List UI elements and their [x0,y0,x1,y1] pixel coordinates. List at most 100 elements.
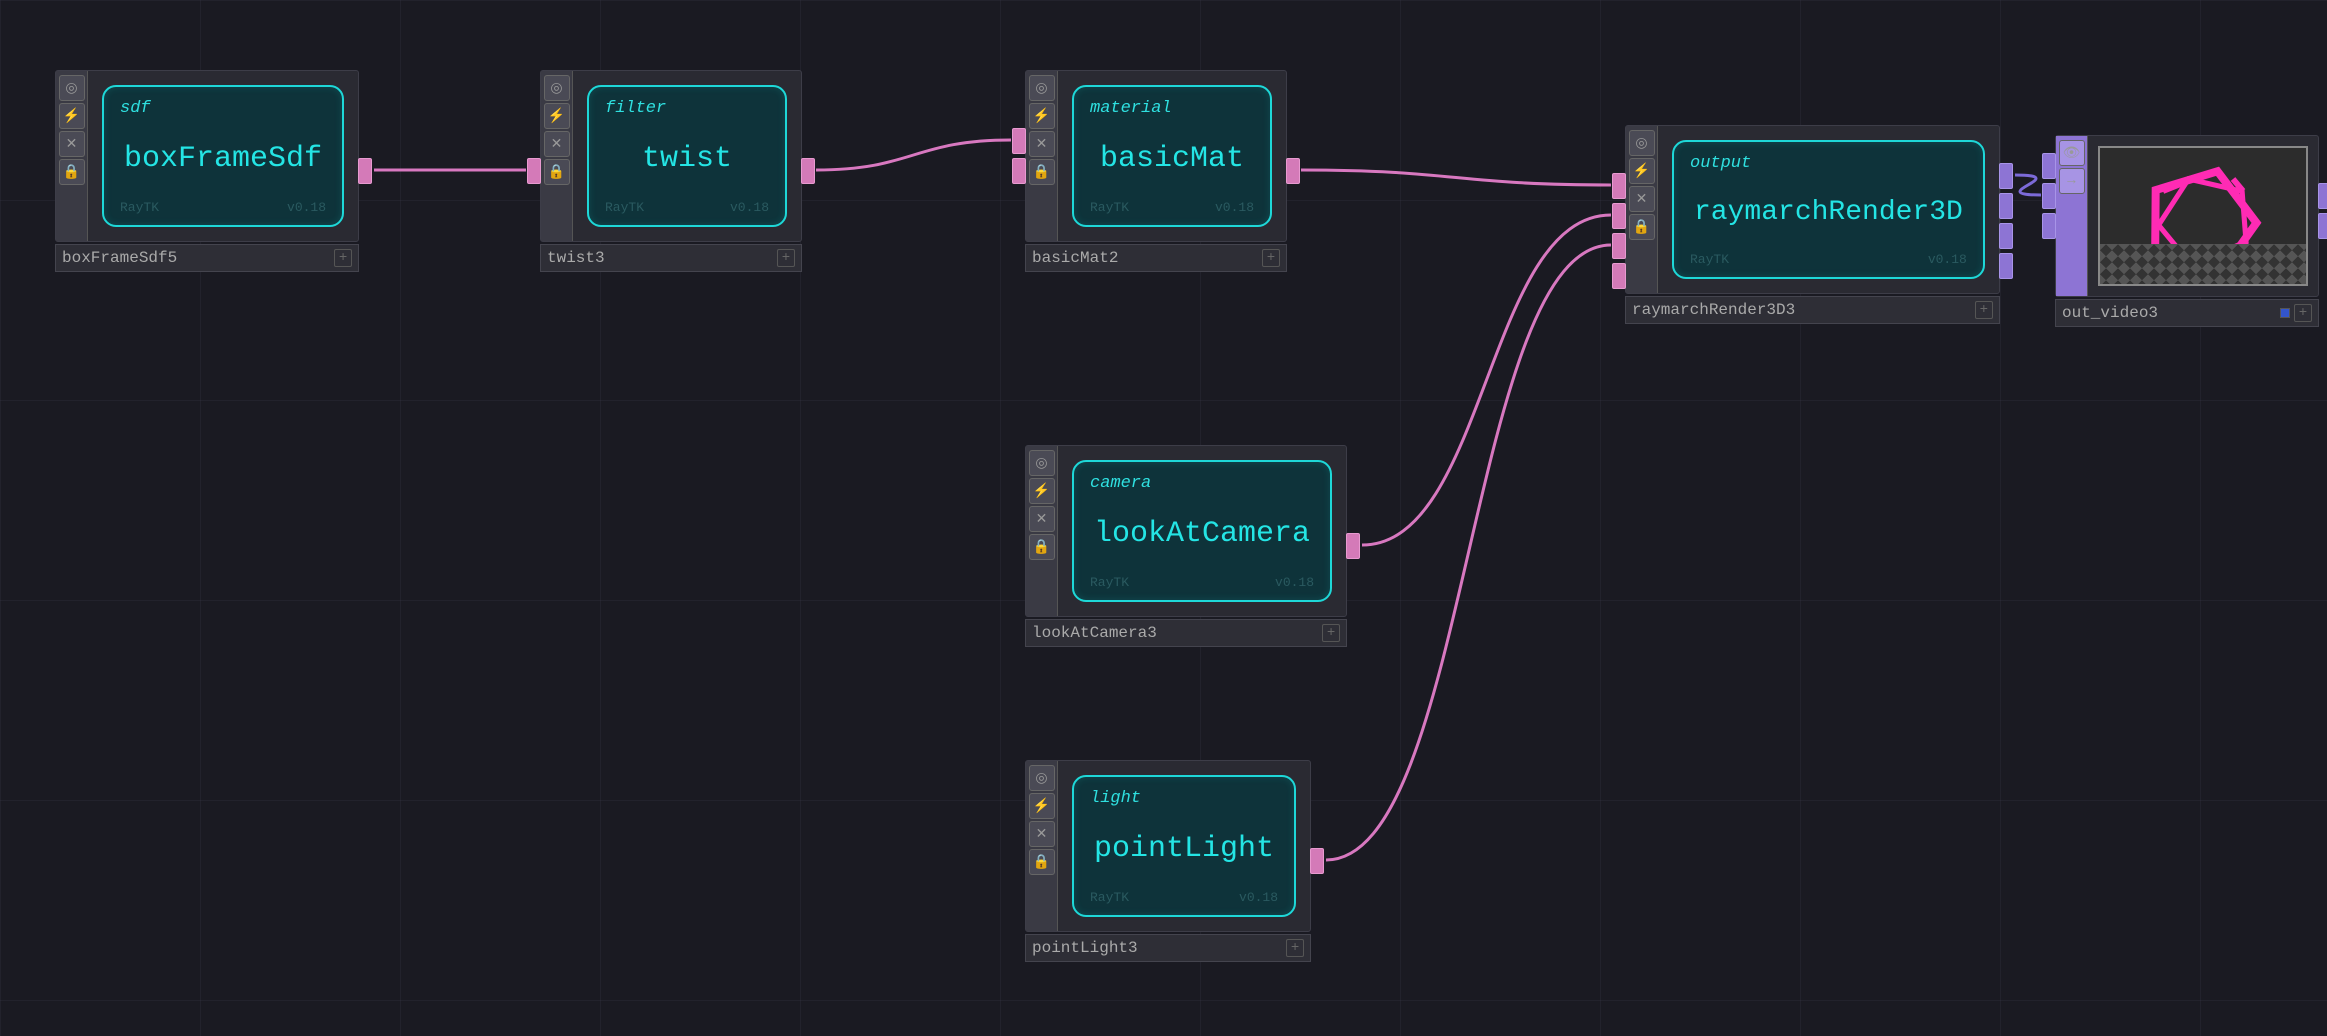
bolt-icon[interactable]: ⚡ [1029,793,1055,819]
output-port[interactable] [1286,158,1300,184]
node-twist[interactable]: ◎ ⚡ ✕ 🔒 filter twist RayTK v0.18 twist3 … [540,70,802,272]
node-toolbar: ◎ ⚡ ✕ 🔒 [1626,126,1658,293]
node-pointlight[interactable]: ◎ ⚡ ✕ 🔒 light pointLight RayTK v0.18 poi… [1025,760,1311,962]
close-icon[interactable]: ✕ [59,131,85,157]
target-icon[interactable]: ◎ [1029,75,1055,101]
output-port[interactable] [2318,183,2327,209]
node-footer: RayTK v0.18 [1090,575,1314,590]
node-toolbar: ◎ ⚡ ✕ 🔒 [541,71,573,241]
lock-icon[interactable]: 🔒 [1029,849,1055,875]
input-port[interactable] [527,158,541,184]
close-icon[interactable]: ✕ [1629,186,1655,212]
node-toolbar: ◎ ⚡ ✕ 🔒 [56,71,88,241]
close-icon[interactable]: ✕ [1029,506,1055,532]
input-port[interactable] [1012,158,1026,184]
node-name-bar[interactable]: pointLight3 + [1025,934,1311,962]
plus-icon[interactable]: + [1975,301,1993,319]
lock-icon[interactable]: 🔒 [1029,534,1055,560]
lock-icon[interactable]: 🔒 [59,159,85,185]
node-name-bar[interactable]: raymarchRender3D3 + [1625,296,2000,324]
lock-icon[interactable]: 🔒 [1629,214,1655,240]
node-name-bar[interactable]: basicMat2 + [1025,244,1287,272]
target-icon[interactable]: ◎ [544,75,570,101]
target-icon[interactable]: ◎ [1029,450,1055,476]
arrow-icon[interactable]: → [2059,168,2085,194]
node-type-label: output [1690,154,1967,173]
node-name: out_video3 [2062,304,2158,322]
node-type-label: sdf [120,99,326,118]
footer-right: v0.18 [287,200,326,215]
node-name: lookAtCamera3 [1032,624,1157,642]
plus-icon[interactable]: + [334,249,352,267]
plus-icon[interactable]: + [777,249,795,267]
checker-floor [2100,244,2306,284]
output-port[interactable] [1999,163,2013,189]
flag-icon[interactable] [2280,308,2290,318]
bolt-icon[interactable]: ⚡ [544,103,570,129]
node-title: lookAtCamera [1090,493,1314,575]
footer-left: RayTK [605,200,644,215]
input-port[interactable] [1012,128,1026,154]
input-port[interactable] [2042,153,2056,179]
node-card: filter twist RayTK v0.18 [587,85,787,227]
input-port[interactable] [2042,183,2056,209]
close-icon[interactable]: ✕ [1029,131,1055,157]
output-port[interactable] [1999,193,2013,219]
node-card: camera lookAtCamera RayTK v0.18 [1072,460,1332,602]
footer-left: RayTK [1090,890,1129,905]
node-card: sdf boxFrameSdf RayTK v0.18 [102,85,344,227]
node-name-bar[interactable]: out_video3 + [2055,299,2319,327]
node-title: pointLight [1090,808,1278,890]
footer-left: RayTK [1090,200,1129,215]
output-port[interactable] [1999,253,2013,279]
lock-icon[interactable]: 🔒 [1029,159,1055,185]
node-name: raymarchRender3D3 [1632,301,1795,319]
output-port[interactable] [1346,533,1360,559]
target-icon[interactable]: ◎ [59,75,85,101]
node-basicmat[interactable]: ◎ ⚡ ✕ 🔒 material basicMat RayTK v0.18 ba… [1025,70,1287,272]
node-footer: RayTK v0.18 [605,200,769,215]
lock-icon[interactable]: 🔒 [544,159,570,185]
node-lookat[interactable]: ◎ ⚡ ✕ 🔒 camera lookAtCamera RayTK v0.18 … [1025,445,1347,647]
output-port[interactable] [801,158,815,184]
node-raymarch[interactable]: ◎ ⚡ ✕ 🔒 output raymarchRender3D RayTK v0… [1625,125,2000,324]
node-name-bar[interactable]: boxFrameSdf5 + [55,244,359,272]
eye-icon[interactable]: 👁 [2059,140,2085,166]
node-name: pointLight3 [1032,939,1138,957]
output-port[interactable] [1999,223,2013,249]
node-title: raymarchRender3D [1690,173,1967,252]
close-icon[interactable]: ✕ [1029,821,1055,847]
bolt-icon[interactable]: ⚡ [1029,103,1055,129]
node-title: twist [605,118,769,200]
footer-right: v0.18 [730,200,769,215]
bolt-icon[interactable]: ⚡ [1029,478,1055,504]
input-port[interactable] [1612,203,1626,229]
target-icon[interactable]: ◎ [1629,130,1655,156]
node-type-label: filter [605,99,769,118]
bolt-icon[interactable]: ⚡ [1629,158,1655,184]
output-port[interactable] [2318,213,2327,239]
node-toolbar: ◎ ⚡ ✕ 🔒 [1026,761,1058,931]
video-preview [2098,146,2308,286]
plus-icon[interactable]: + [1322,624,1340,642]
node-name-bar[interactable]: twist3 + [540,244,802,272]
node-toolbar: ◎ ⚡ ✕ 🔒 [1026,446,1058,616]
output-port[interactable] [358,158,372,184]
node-toolbar: 👁 → [2056,136,2088,296]
close-icon[interactable]: ✕ [544,131,570,157]
node-type-label: camera [1090,474,1314,493]
plus-icon[interactable]: + [1262,249,1280,267]
input-port[interactable] [2042,213,2056,239]
plus-icon[interactable]: + [2294,304,2312,322]
input-port[interactable] [1612,263,1626,289]
input-port[interactable] [1612,233,1626,259]
input-port[interactable] [1612,173,1626,199]
footer-left: RayTK [120,200,159,215]
node-boxframe[interactable]: ◎ ⚡ ✕ 🔒 sdf boxFrameSdf RayTK v0.18 boxF… [55,70,359,272]
node-outvideo[interactable]: 👁 → out_video3 + [2055,135,2319,327]
plus-icon[interactable]: + [1286,939,1304,957]
node-name-bar[interactable]: lookAtCamera3 + [1025,619,1347,647]
output-port[interactable] [1310,848,1324,874]
target-icon[interactable]: ◎ [1029,765,1055,791]
bolt-icon[interactable]: ⚡ [59,103,85,129]
